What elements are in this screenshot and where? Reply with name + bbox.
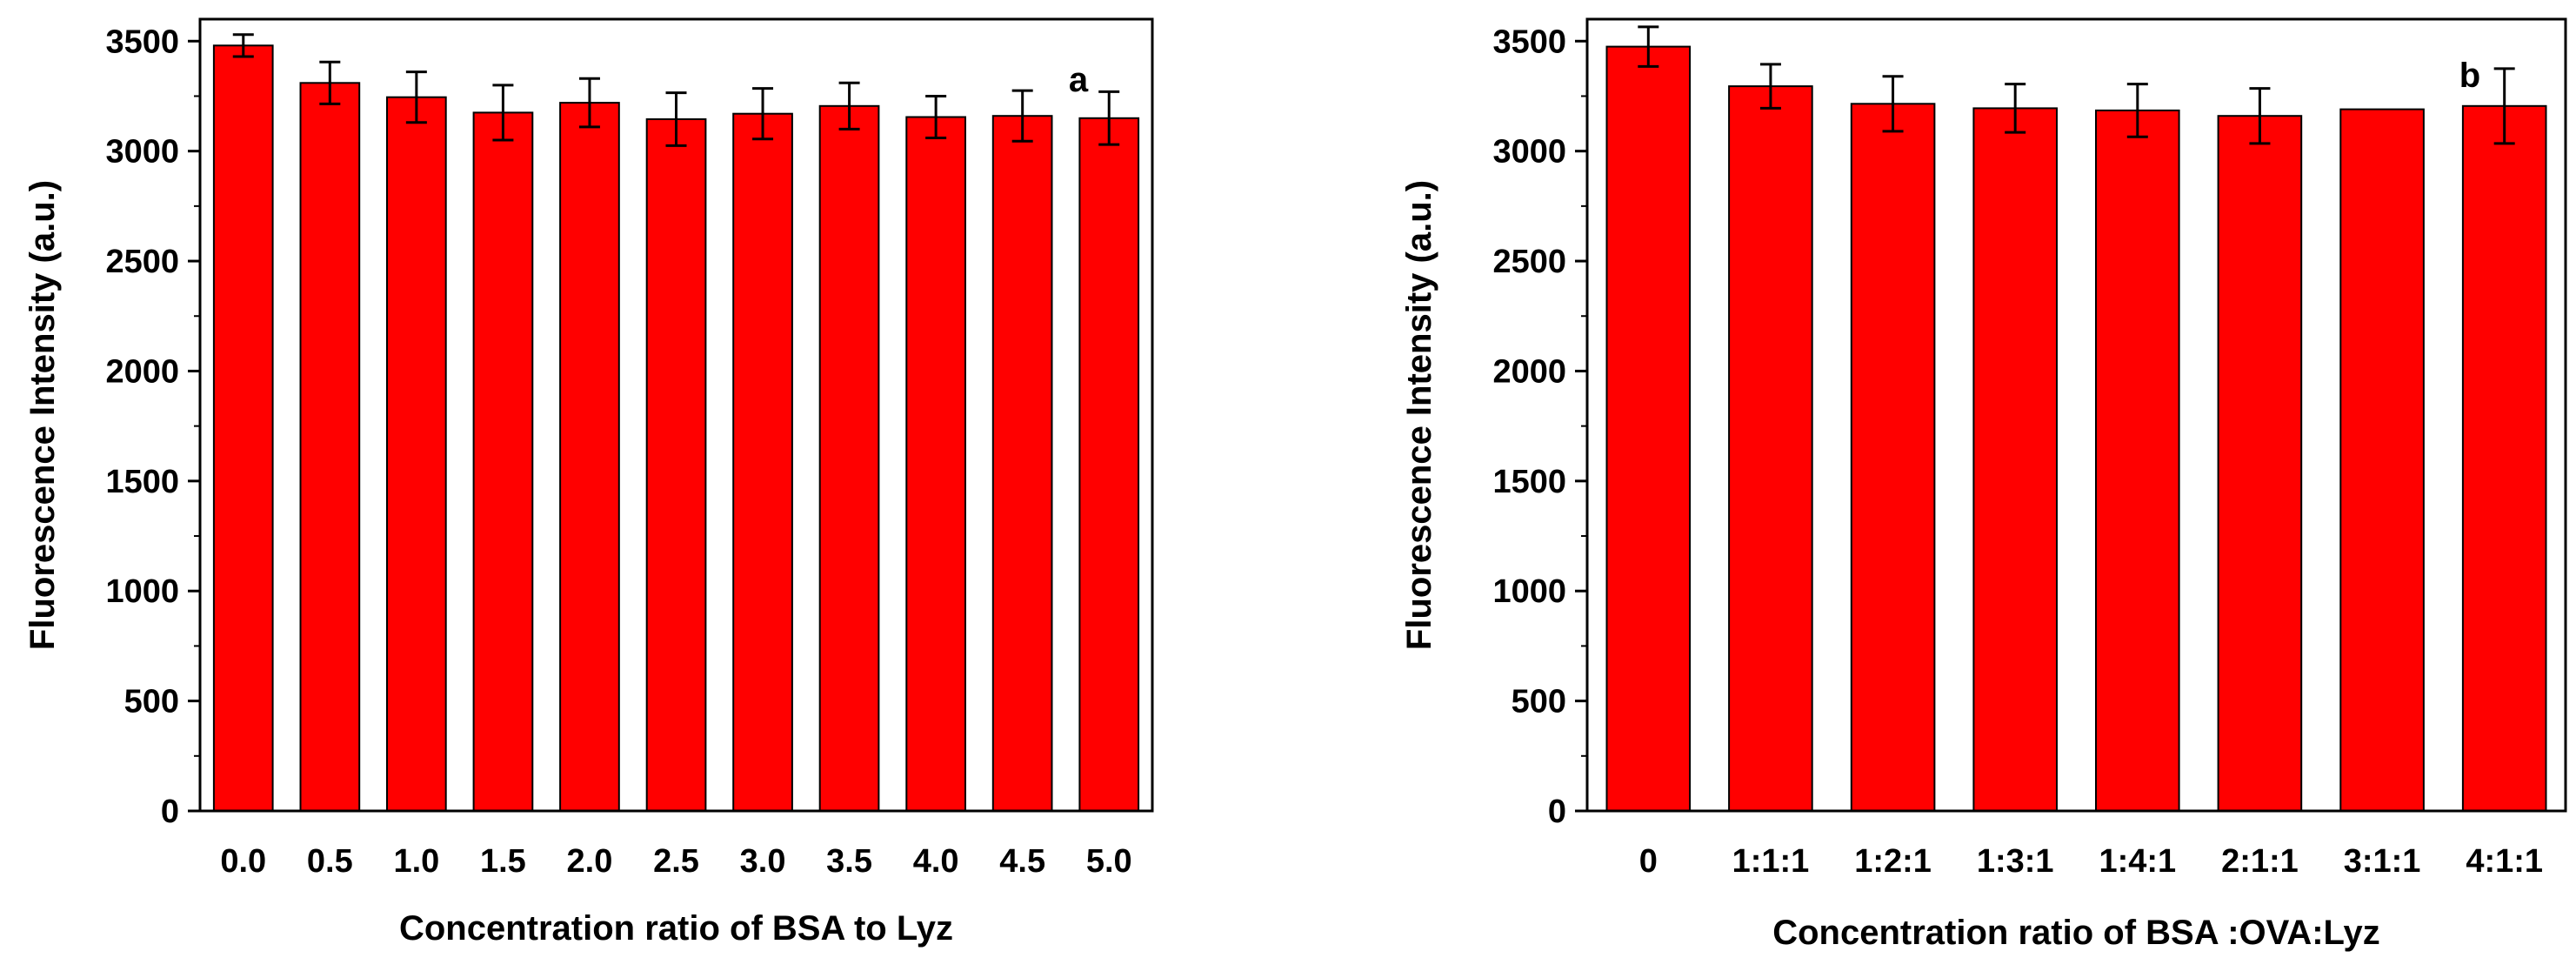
y-tick-label-2: 1000 [105,573,179,610]
chart-panel-b: 0 1:1:1 1:2:1 1:3:1 1:4:1 2:1:1 3:1:1 4:1:1 0 500… [1400,17,2567,952]
x-tick-label-5: 2:1:1 [2221,843,2299,880]
y-axis-title: Fluorescence Intensity (a.u.) [23,180,62,650]
x-tick-label-3: 1:3:1 [1977,843,2054,880]
y-tick-label-5: 2500 [1492,244,1566,280]
bar-1 [299,82,361,813]
x-tick-label-6: 3.0 [740,843,786,880]
x-tick-label-1: 0.5 [307,843,353,880]
bar-3 [1972,107,2058,812]
y-tick-label-6: 3000 [105,134,179,171]
x-tick-label-7: 3.5 [826,843,872,880]
bar-0 [212,44,274,813]
bar-2 [386,96,447,812]
x-tick-label-2: 1:2:1 [1854,843,1932,880]
x-tick-label-10: 5.0 [1086,843,1132,880]
bar-1 [1728,85,1813,813]
plot-frame [1585,17,2567,813]
bar-2 [1850,103,1936,813]
panel-label: a [1069,61,1089,99]
y-tick-label-0: 0 [161,794,179,830]
bar-8 [905,116,967,812]
bar-5 [2217,115,2303,812]
x-axis-title: Concentration ratio of BSA to Lyz [399,909,953,948]
y-tick-label-5: 2500 [105,244,179,280]
panel-label: b [2459,57,2480,95]
y-tick-label-1: 500 [1512,684,1566,720]
y-axis-title: Fluorescence Intensity (a.u.) [1400,180,1438,650]
x-tick-label-0: 0 [1639,843,1658,880]
bar-5 [645,118,707,812]
x-axis-title: Concentration ratio of BSA :OVA:Lyz [1772,914,2380,952]
bar-10 [1078,117,1140,813]
bar-7 [2461,104,2547,813]
x-tick-label-3: 1.5 [480,843,526,880]
bar-9 [991,115,1053,812]
bar-4 [559,102,620,813]
y-tick-label-6: 3000 [1492,134,1566,171]
x-tick-label-1: 1:1:1 [1732,843,1810,880]
chart-panel-a: 0.0 0.5 1.0 1.5 2.0 2.5 3.0 3.5 4.0 4.5 5.0 0 500 100… [23,17,1154,948]
y-tick-label-7: 3500 [105,23,179,60]
x-tick-label-2: 1.0 [393,843,439,880]
x-tick-label-0: 0.0 [220,843,266,880]
x-tick-label-5: 2.5 [653,843,699,880]
x-tick-label-9: 4.5 [999,843,1045,880]
y-tick-label-4: 2000 [105,353,179,390]
y-tick-label-7: 3500 [1492,23,1566,60]
bar-0 [1605,45,1692,813]
x-tick-label-4: 2.0 [567,843,613,880]
bar-3 [472,111,534,812]
y-tick-label-3: 1500 [1492,464,1566,500]
x-tick-label-8: 4.0 [913,843,959,880]
bar-6 [732,112,793,812]
y-tick-label-1: 500 [124,684,179,720]
y-tick-label-4: 2000 [1492,353,1566,390]
plot-frame [198,17,1154,813]
x-tick-label-7: 4:1:1 [2466,843,2543,880]
y-tick-label-3: 1500 [105,464,179,500]
x-tick-label-6: 3:1:1 [2344,843,2421,880]
y-tick-label-2: 1000 [1492,573,1566,610]
bar-4 [2095,109,2180,812]
bar-6 [2339,108,2425,813]
x-tick-label-4: 1:4:1 [2099,843,2176,880]
y-tick-label-0: 0 [1548,794,1566,830]
bar-7 [818,104,880,813]
